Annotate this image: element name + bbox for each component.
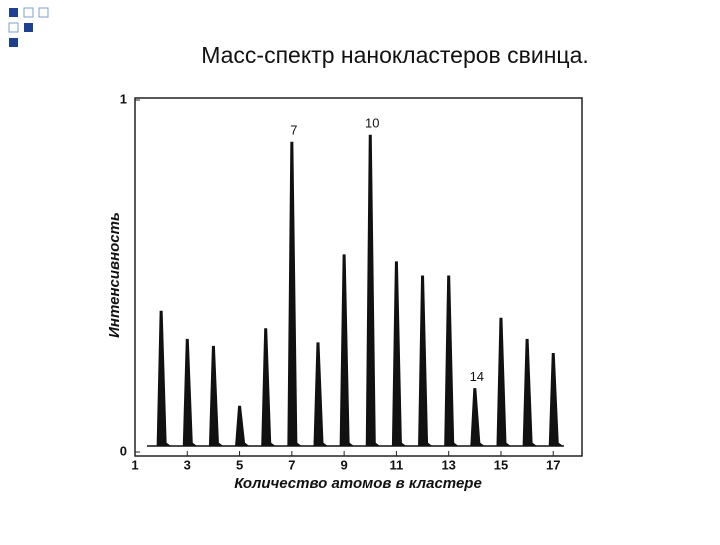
- peak: [444, 275, 460, 447]
- x-tick-label: 9: [341, 457, 348, 472]
- x-tick-label: 15: [494, 457, 508, 472]
- x-tick-label: 3: [184, 457, 191, 472]
- peak: [313, 342, 329, 447]
- x-tick-label: 5: [236, 457, 243, 472]
- bullet-decor: [8, 22, 19, 33]
- bullet-decor: [23, 7, 34, 18]
- y-axis-label: Интенсивность: [106, 212, 123, 338]
- peak-annotation: 10: [365, 116, 379, 131]
- peak: [287, 141, 303, 447]
- bullet-decor: [38, 7, 49, 18]
- peak: [235, 405, 251, 447]
- peak: [548, 352, 564, 447]
- plot-frame: [134, 97, 583, 457]
- peak: [496, 317, 512, 447]
- chart-title: Масс-спектр нанокластеров свинца.: [201, 42, 589, 68]
- peak: [182, 338, 198, 447]
- bullet-decor: [9, 38, 18, 47]
- bullet-decor: [24, 23, 33, 32]
- peak-annotation: 7: [290, 123, 297, 138]
- y-tick-label: 1: [120, 91, 127, 106]
- y-tick-label: 0: [120, 443, 127, 458]
- x-tick-label: 13: [441, 457, 455, 472]
- peak-annotation: 14: [470, 369, 484, 384]
- bullet-decor: [9, 8, 18, 17]
- peak: [261, 328, 277, 447]
- peak: [208, 345, 224, 447]
- peak: [418, 275, 434, 447]
- peak: [339, 254, 355, 447]
- x-tick-label: 1: [131, 457, 138, 472]
- x-axis-label: Количество атомов в кластере: [234, 475, 482, 492]
- x-tick-label: 11: [390, 457, 404, 472]
- peak: [365, 134, 381, 447]
- x-tick-label: 17: [546, 457, 560, 472]
- x-tick-label: 7: [288, 457, 295, 472]
- peak: [470, 388, 486, 447]
- peak: [391, 261, 407, 447]
- peak: [156, 310, 172, 447]
- peak: [522, 338, 538, 447]
